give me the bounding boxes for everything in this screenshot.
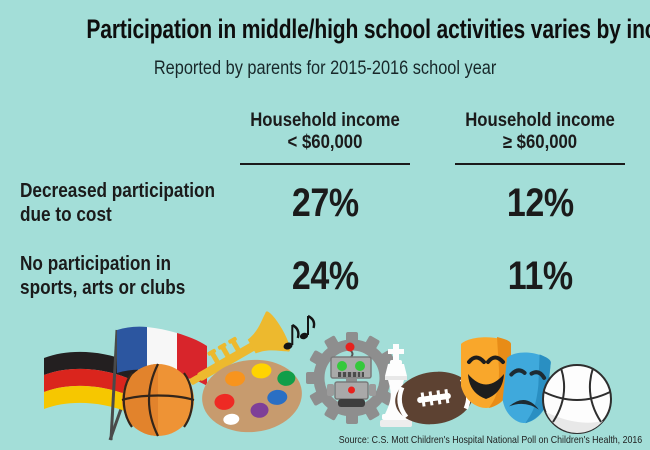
table-row: No participation in sports, arts or club…	[0, 253, 650, 300]
page-subtitle: Reported by parents for 2015-2016 school…	[153, 58, 497, 79]
value-decreased-over-60k: 12%	[506, 181, 574, 226]
column-header-line1: Household income	[250, 110, 400, 131]
source-citation: Source: C.S. Mott Children's Hospital Na…	[338, 434, 642, 446]
volleyball-icon	[542, 364, 612, 434]
value-none-under-60k: 24%	[291, 254, 359, 299]
music-notes-icon	[283, 314, 316, 350]
column-header-line2: < $60,000	[287, 132, 363, 154]
robot-gear-icon	[306, 332, 398, 424]
activity-icons-strip	[44, 311, 612, 441]
page-title: Participation in middle/high school acti…	[86, 14, 650, 44]
row-label-decreased-participation: Decreased participation due to cost	[20, 180, 216, 226]
value-none-over-60k: 11%	[507, 254, 573, 299]
table-row: Decreased participation due to cost 27% …	[0, 180, 650, 227]
column-header-over-60k: Household income ≥ $60,000	[455, 110, 625, 166]
paint-palette-icon	[202, 359, 302, 433]
column-header-line2: ≥ $60,000	[502, 132, 578, 154]
column-header-under-60k: Household income < $60,000	[240, 110, 410, 166]
table-header-row: Household income < $60,000 Household inc…	[0, 110, 650, 166]
column-header-line1: Household income	[465, 110, 615, 131]
basketball-icon	[121, 363, 195, 437]
row-label-no-participation: No participation in sports, arts or club…	[20, 253, 186, 299]
value-decreased-under-60k: 27%	[291, 181, 359, 226]
data-table: Household income < $60,000 Household inc…	[0, 110, 650, 300]
robot-icon	[327, 342, 376, 407]
